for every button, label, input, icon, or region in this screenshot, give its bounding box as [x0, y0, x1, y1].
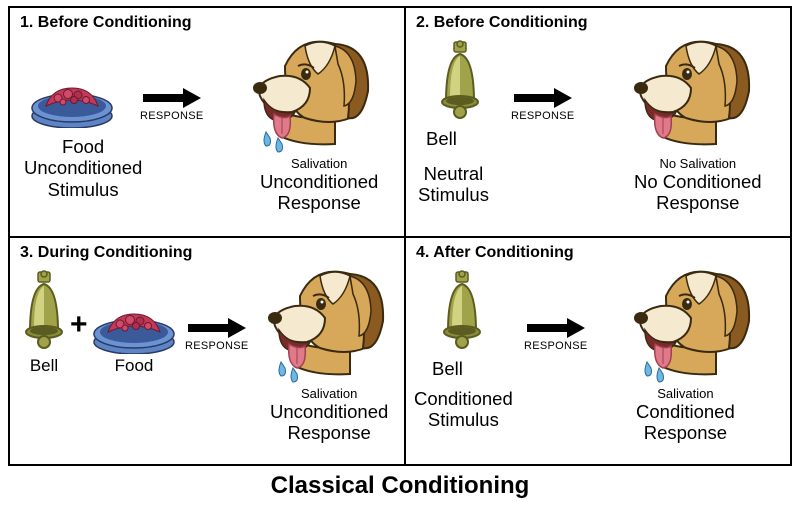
arrow-label: RESPONSE — [511, 110, 575, 122]
response-labels: Salivation Conditioned Response — [636, 386, 735, 444]
stimulus-name-wrap: Bell — [432, 358, 463, 379]
arrow-icon — [527, 318, 585, 338]
panel-2: 2. Before Conditioning Bell Neutral Stim… — [406, 8, 794, 236]
stimulus-type-wrap: Conditioned Stimulus — [414, 388, 513, 431]
main-title: Classical Conditioning — [0, 472, 800, 500]
response-dog — [621, 26, 756, 151]
stimulus-bell — [436, 40, 484, 120]
arrow-label: RESPONSE — [185, 340, 249, 352]
stimulus-type: Unconditioned Stimulus — [24, 157, 142, 200]
arrow-block: RESPONSE — [511, 88, 575, 122]
response-caption: No Salivation — [659, 156, 736, 171]
bell-icon — [20, 270, 68, 350]
panel-4: 4. After Conditioning Bell Conditioned S… — [406, 238, 794, 466]
bell-icon — [436, 40, 484, 120]
panel-3: 3. During Conditioning Bell + Food RESPO… — [10, 238, 404, 466]
response-caption: Salivation — [291, 156, 347, 171]
stimulus-name: Bell — [432, 358, 463, 379]
stimulus-name: Food — [62, 136, 104, 157]
arrow-block: RESPONSE — [524, 318, 588, 352]
response-caption: Salivation — [657, 386, 713, 401]
stim1-name: Bell — [30, 356, 58, 376]
response-type: Conditioned Response — [636, 401, 735, 444]
drops-icon — [260, 128, 290, 158]
stimulus-bell — [438, 270, 486, 350]
panel-1: 1. Before Conditioning Food Unconditione… — [10, 8, 404, 236]
stimulus-food: Food — [92, 304, 176, 376]
arrow-icon — [143, 88, 201, 108]
arrow-icon — [514, 88, 572, 108]
diagram-frame: 1. Before Conditioning Food Unconditione… — [8, 6, 792, 466]
drops-icon — [275, 358, 305, 388]
plus-sign: + — [70, 308, 88, 342]
response-labels: Salivation Unconditioned Response — [270, 386, 388, 444]
response-labels: Salivation Unconditioned Response — [260, 156, 378, 214]
bell-icon — [438, 270, 486, 350]
drops-icon — [641, 358, 671, 388]
arrow-label: RESPONSE — [140, 110, 204, 122]
arrow-block: RESPONSE — [140, 88, 204, 122]
response-type: No Conditioned Response — [634, 171, 762, 214]
stimulus-type-wrap: Neutral Stimulus — [418, 163, 489, 206]
response-labels: No Salivation No Conditioned Response — [634, 156, 762, 214]
stimulus-type: Conditioned Stimulus — [414, 388, 513, 431]
arrow-label: RESPONSE — [524, 340, 588, 352]
stimulus-type: Neutral Stimulus — [418, 163, 489, 206]
stimulus-food — [30, 78, 114, 128]
stimulus-labels: Bell — [426, 128, 457, 149]
response-type: Unconditioned Response — [270, 401, 388, 444]
response-type: Unconditioned Response — [260, 171, 378, 214]
food-bowl-icon — [30, 78, 114, 128]
stim2-name: Food — [115, 356, 154, 376]
food-bowl-icon — [92, 304, 176, 354]
stimulus-name: Bell — [426, 128, 457, 149]
stimulus-bell: Bell — [20, 270, 68, 376]
stimulus-labels: Food Unconditioned Stimulus — [24, 136, 142, 200]
dog-icon — [621, 26, 756, 151]
arrow-block: RESPONSE — [185, 318, 249, 352]
response-caption: Salivation — [301, 386, 357, 401]
arrow-icon — [188, 318, 246, 338]
